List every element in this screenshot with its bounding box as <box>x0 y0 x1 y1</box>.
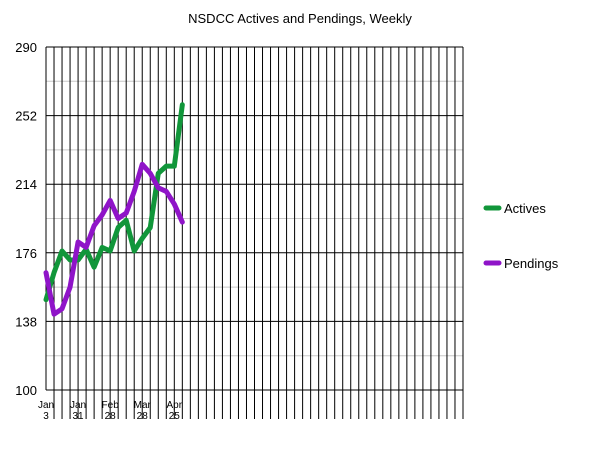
y-tick-label: 290 <box>15 40 37 55</box>
grid <box>45 46 464 419</box>
x-tick-label: Apr <box>167 400 183 411</box>
x-tick-label: 31 <box>73 411 85 422</box>
legend: Actives Pendings <box>483 201 559 271</box>
x-tick-label: 3 <box>43 411 49 422</box>
x-tick-label: Mar <box>134 400 152 411</box>
chart-title: NSDCC Actives and Pendings, Weekly <box>188 11 412 26</box>
y-tick-label: 176 <box>15 246 37 261</box>
y-tick-label: 214 <box>15 177 37 192</box>
y-tick-label: 100 <box>15 383 37 398</box>
series-line-actives <box>43 102 185 303</box>
y-tick-label: 252 <box>15 109 37 124</box>
legend-label-actives: Actives <box>504 201 546 216</box>
x-tick-label: 28 <box>105 411 117 422</box>
legend-label-pendings: Pendings <box>504 256 559 271</box>
x-tick-label: Jan <box>38 400 54 411</box>
x-tick-label: 28 <box>137 411 149 422</box>
x-tick-label: 25 <box>169 411 181 422</box>
series-lines <box>43 102 185 317</box>
x-tick-label: Jan <box>70 400 86 411</box>
x-tick-label: Feb <box>102 400 120 411</box>
y-axis: 100 138 176 214 252 290 <box>15 40 37 398</box>
y-tick-label: 138 <box>15 314 37 329</box>
series-line-pendings <box>43 161 185 317</box>
